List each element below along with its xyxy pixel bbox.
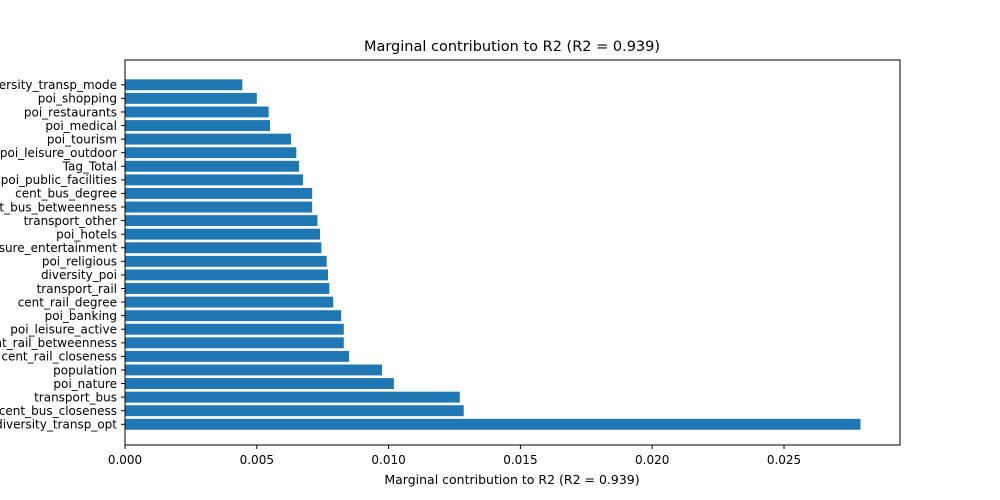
y-tick-label: population — [53, 363, 117, 377]
y-tick-label: poi_restaurants — [24, 105, 117, 119]
y-tick-label: poi_nature — [53, 377, 117, 391]
y-tick-label: transport_other — [24, 214, 117, 228]
x-axis-ticks: 0.000 0.005 0.010 0.015 0.020 0.025 — [108, 445, 801, 467]
chart-title: Marginal contribution to R2 (R2 = 0.939) — [364, 39, 660, 55]
y-tick-label: diversity_transp_mode — [0, 78, 117, 92]
bar-poi_shopping — [125, 92, 257, 104]
x-tick-label: 0.015 — [503, 453, 537, 467]
bar-poi_leisure_active — [125, 323, 344, 335]
x-tick-label: 0.025 — [767, 453, 801, 467]
y-tick-label: cent_bus_degree — [15, 187, 117, 201]
bar-cent_bus_betweenness — [125, 201, 313, 213]
y-tick-label: poi_leisure_active — [10, 323, 117, 337]
y-tick-label: transport_bus — [34, 390, 117, 404]
y-tick-label: cent_rail_closeness — [1, 350, 117, 364]
bar-poi_banking — [125, 310, 342, 322]
y-tick-label: poi_leisure_entertainment — [0, 241, 117, 255]
y-tick-label: poi_banking — [45, 309, 117, 323]
y-tick-label: poi_religious — [42, 255, 117, 269]
x-axis-label: Marginal contribution to R2 (R2 = 0.939) — [384, 472, 639, 487]
y-tick-label: cent_bus_betweenness — [0, 200, 117, 214]
bar-poi_restaurants — [125, 106, 269, 118]
bar-transport_bus — [125, 391, 460, 403]
bar-transport_other — [125, 215, 318, 227]
bars-layer — [125, 79, 861, 430]
bar-poi_public_facilities — [125, 174, 303, 186]
y-tick-label: transport_rail — [37, 282, 117, 296]
bar-cent_rail_degree — [125, 296, 334, 308]
y-tick-label: poi_shopping — [38, 92, 117, 106]
y-tick-label: Tag_Total — [62, 160, 117, 174]
y-tick-label: poi_public_facilities — [1, 173, 117, 187]
bar-poi_religious — [125, 255, 327, 267]
bar-poi_leisure_entertainment — [125, 242, 322, 254]
y-tick-label: cent_rail_betweenness — [0, 336, 117, 350]
bar-poi_hotels — [125, 228, 321, 240]
bar-diversity_transp_opt — [125, 418, 861, 430]
plot-frame — [124, 59, 901, 446]
y-tick-label: poi_leisure_outdoor — [0, 146, 117, 160]
bar-diversity_poi — [125, 269, 328, 281]
bar-Tag_Total — [125, 160, 299, 172]
bar-transport_rail — [125, 283, 330, 294]
x-tick-label: 0.020 — [635, 453, 669, 467]
bar-poi_tourism — [125, 133, 292, 145]
y-tick-label: diversity_poi — [41, 268, 117, 282]
bar-diversity_transp_mode — [125, 79, 243, 91]
x-tick-label: 0.000 — [108, 453, 142, 467]
x-tick-label: 0.005 — [240, 453, 274, 467]
bar-cent_bus_closeness — [125, 405, 464, 417]
bar-cent_rail_closeness — [125, 350, 350, 362]
y-tick-label: poi_medical — [45, 119, 117, 133]
y-tick-label: diversity_transp_opt — [0, 418, 117, 432]
bar-population — [125, 364, 383, 376]
x-tick-label: 0.010 — [371, 453, 405, 467]
y-tick-label: poi_tourism — [47, 132, 117, 146]
bar-poi_nature — [125, 378, 394, 389]
bar-cent_rail_betweenness — [125, 337, 344, 349]
bar-cent_bus_degree — [125, 187, 313, 199]
bar-poi_leisure_outdoor — [125, 147, 297, 159]
y-tick-label: cent_bus_closeness — [0, 404, 117, 418]
y-axis-ticks: diversity_transp_optcent_bus_closenesstr… — [0, 78, 125, 432]
bar-poi_medical — [125, 120, 270, 131]
y-tick-label: poi_hotels — [56, 227, 117, 241]
y-tick-label: cent_rail_degree — [18, 295, 117, 309]
